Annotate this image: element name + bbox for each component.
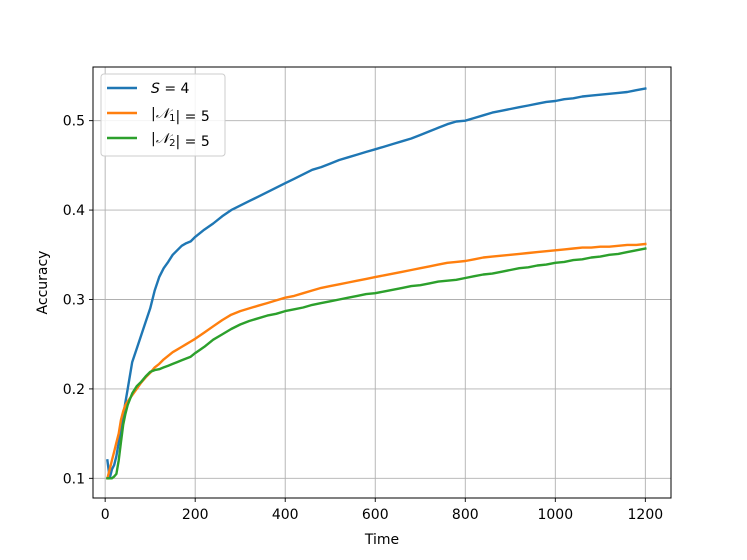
x-tick-label: 0 xyxy=(101,507,110,523)
plot-frame xyxy=(92,66,672,499)
y-tick-label: 0.2 xyxy=(63,382,85,398)
y-tick-label: 0.3 xyxy=(63,292,85,308)
y-tick-label: 0.5 xyxy=(63,114,85,130)
y-axis-title: Accuracy xyxy=(35,251,51,315)
x-tick-label: 800 xyxy=(452,507,479,523)
y-tick-label: 0.4 xyxy=(63,203,85,219)
legend-label-1: S = 4 xyxy=(151,81,190,97)
x-tick-label: 400 xyxy=(272,507,299,523)
series-group xyxy=(105,87,647,480)
series-line-3 xyxy=(106,247,647,480)
y-tick-label: 0.1 xyxy=(63,471,85,487)
x-axis-title: Time xyxy=(364,532,399,548)
x-tick-label: 600 xyxy=(362,507,389,523)
axis-ticks: 0 200 400 600 800 1000 1200 0.1 0.2 0.3 0.4 0.5 xyxy=(63,114,663,523)
series-line-1 xyxy=(106,87,647,480)
x-tick-label: 1000 xyxy=(537,507,573,523)
grid xyxy=(93,67,671,498)
legend-box xyxy=(100,73,226,157)
legend: S = 4|𝒩1| = 5|𝒩2| = 5 xyxy=(100,73,226,157)
x-tick-label: 200 xyxy=(182,507,209,523)
x-tick-label: 1200 xyxy=(628,507,664,523)
